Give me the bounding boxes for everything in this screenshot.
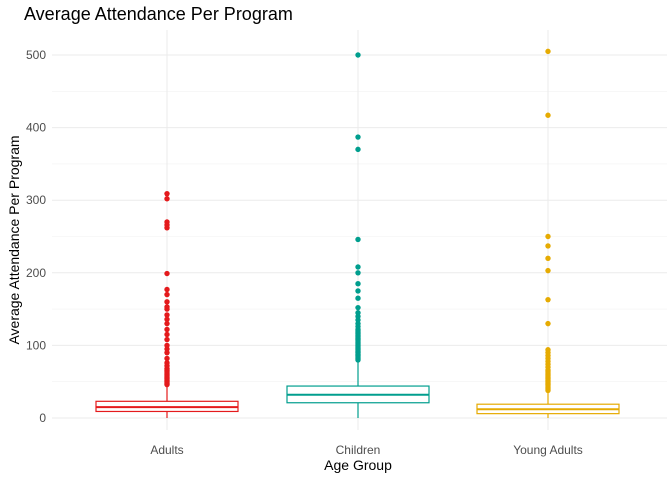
outlier-point xyxy=(164,355,170,362)
outlier-point xyxy=(164,331,170,338)
outlier-point xyxy=(164,219,170,225)
outlier-point xyxy=(545,347,551,353)
outlier-point xyxy=(355,280,361,287)
outlier-point xyxy=(164,286,170,293)
box-adults xyxy=(95,190,239,418)
outlier-point xyxy=(164,190,170,197)
outlier-point xyxy=(545,267,551,274)
outlier-point xyxy=(355,270,361,276)
outlier-point xyxy=(355,310,361,316)
y-tick-label: 500 xyxy=(26,48,46,62)
outlier-point xyxy=(164,316,170,322)
x-tick-label: Children xyxy=(336,443,381,457)
outlier-point xyxy=(164,304,170,310)
outlier-point xyxy=(545,296,551,303)
x-axis-title: Age Group xyxy=(324,457,392,473)
box-young-adults xyxy=(476,48,620,418)
boxes xyxy=(95,48,620,418)
x-tick-label: Young Adults xyxy=(513,443,583,457)
y-tick-label: 200 xyxy=(26,266,46,280)
outlier-point xyxy=(545,48,551,55)
y-axis-title: Average Attendance Per Program xyxy=(6,135,22,344)
y-tick-label: 300 xyxy=(26,193,46,207)
outlier-point xyxy=(164,270,170,277)
x-tick-label: Adults xyxy=(150,443,183,457)
outlier-point xyxy=(164,291,170,298)
outlier-point xyxy=(164,360,170,366)
box-children xyxy=(286,52,430,418)
chart-title: Average Attendance Per Program xyxy=(24,4,293,24)
grid-lines xyxy=(52,30,667,430)
y-tick-label: 400 xyxy=(26,121,46,135)
outlier-point xyxy=(545,255,551,261)
outlier-point xyxy=(355,146,361,153)
outlier-point xyxy=(355,134,361,140)
x-axis-ticks: Adults Children Young Adults xyxy=(150,443,582,457)
outlier-point xyxy=(164,312,170,318)
outlier-point xyxy=(355,236,361,243)
outlier-point xyxy=(164,342,170,349)
outlier-point xyxy=(355,288,361,294)
outlier-point xyxy=(355,304,361,311)
outlier-point xyxy=(164,336,170,343)
outlier-point xyxy=(355,52,361,58)
y-axis-ticks: 0 100 200 300 400 500 xyxy=(26,48,46,425)
outlier-point xyxy=(355,295,361,301)
y-tick-label: 100 xyxy=(26,338,46,352)
outlier-point xyxy=(545,233,551,240)
outlier-point xyxy=(164,326,170,333)
outlier-point xyxy=(164,196,170,202)
outlier-point xyxy=(355,264,361,270)
outlier-point xyxy=(545,243,551,249)
y-tick-label: 0 xyxy=(39,411,46,425)
outlier-point xyxy=(164,299,170,305)
outlier-point xyxy=(545,320,551,327)
outlier-point xyxy=(545,112,551,118)
outlier-point xyxy=(164,320,170,327)
